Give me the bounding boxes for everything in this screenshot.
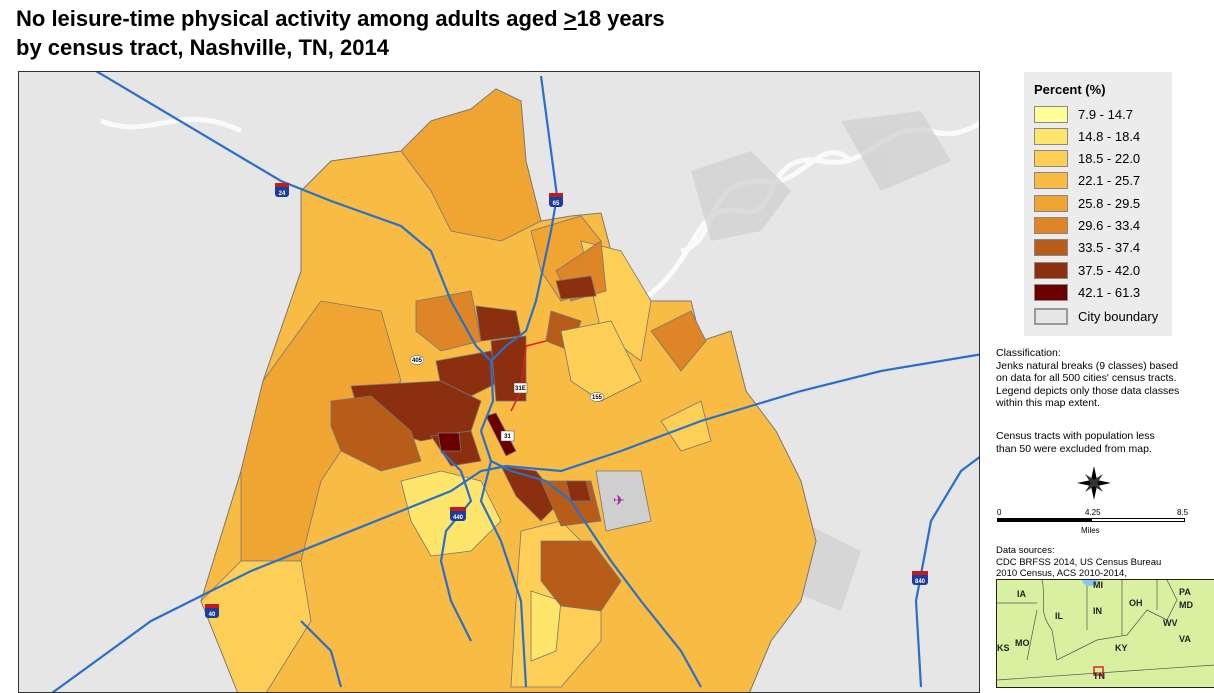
state-label: MO — [1015, 638, 1030, 648]
legend-label: 42.1 - 61.3 — [1078, 284, 1141, 300]
state-label: KY — [1115, 643, 1128, 653]
choropleth-map[interactable]: 24 65 40 440 840 405 31E 31 155 ✈ — [18, 71, 980, 693]
state-label: VA — [1179, 634, 1191, 644]
legend-swatch — [1034, 217, 1068, 234]
legend-label: 25.8 - 29.5 — [1078, 195, 1141, 211]
scale-bar-black — [997, 518, 1091, 522]
legend-label: 14.8 - 18.4 — [1078, 128, 1141, 144]
svg-text:405: 405 — [412, 358, 423, 364]
svg-text:65: 65 — [553, 201, 560, 207]
state-borders — [997, 580, 1214, 681]
note-line: Classification: — [996, 347, 1061, 359]
legend-swatch — [1034, 127, 1068, 145]
scale-tick: 8.5 — [1177, 508, 1189, 517]
state-label: PA — [1179, 587, 1191, 597]
note-line: Data sources: — [996, 545, 1055, 556]
note-line: 2010 Census, ACS 2010-2014, — [996, 568, 1127, 579]
state-label: MD — [1179, 600, 1193, 610]
airport-icon: ✈ — [613, 492, 625, 508]
legend-class-1: 7.9 - 14.7 — [1034, 104, 1133, 124]
interstate-lines — [51, 72, 979, 692]
title-line1-end: 18 years — [576, 6, 665, 31]
state-label: OH — [1129, 598, 1143, 608]
legend-class-8: 37.5 - 42.0 — [1034, 260, 1140, 280]
scale-tick: 0 — [997, 508, 1002, 517]
legend-class-2: 14.8 - 18.4 — [1034, 126, 1140, 146]
legend-swatch — [1034, 283, 1068, 301]
classification-note: Classification: Jenks natural breaks (9 … — [996, 347, 1179, 410]
legend-label: 7.9 - 14.7 — [1078, 106, 1133, 122]
i24-shield: 24 — [275, 183, 289, 197]
legend-label: 33.5 - 37.4 — [1078, 240, 1141, 256]
title-line1: No leisure-time physical activity among … — [16, 6, 564, 31]
legend-class-3: 18.5 - 22.0 — [1034, 149, 1140, 169]
scale-unit: Miles — [1081, 526, 1100, 535]
legend-swatch — [1034, 105, 1068, 123]
map-legend: Percent (%) 7.9 - 14.7 14.8 - 18.4 18.5 - … — [1024, 72, 1172, 336]
ge-symbol: > — [563, 6, 577, 31]
note-line: within this map extent. — [996, 397, 1100, 409]
note-line: than 50 were excluded from map. — [996, 442, 1152, 455]
map-title: No leisure-time physical activity among … — [16, 4, 665, 62]
locator-inset-map: IA MI PA OH MD IL IN WV KS MO KY VA TN — [996, 579, 1214, 688]
state-label: KS — [997, 643, 1010, 653]
legend-swatch — [1034, 239, 1068, 257]
exclusion-note: Census tracts with population less than … — [996, 430, 1155, 455]
legend-class-6: 29.6 - 33.4 — [1034, 216, 1140, 236]
legend-swatch — [1034, 150, 1068, 168]
route155-shield: 155 — [589, 392, 605, 402]
state-label: IL — [1055, 611, 1063, 621]
legend-label: 37.5 - 42.0 — [1078, 262, 1141, 278]
legend-label: 22.1 - 25.7 — [1078, 173, 1141, 189]
us31-shield: 31 — [500, 430, 515, 442]
i40-shield: 40 — [205, 604, 219, 618]
legend-swatch — [1034, 261, 1068, 279]
i440-shield: 440 — [450, 507, 466, 521]
legend-class-4: 22.1 - 25.7 — [1034, 171, 1140, 191]
nashville-locator-marker — [1093, 666, 1104, 676]
legend-city-boundary: City boundary — [1034, 306, 1158, 326]
note-line: CDC BRFSS 2014, US Census Bureau — [996, 556, 1162, 568]
legend-label: 29.6 - 33.4 — [1078, 218, 1141, 233]
svg-text:40: 40 — [209, 612, 216, 618]
us31e-shield: 31E — [513, 382, 528, 394]
data-sources: Data sources: CDC BRFSS 2014, US Census … — [996, 545, 1161, 580]
svg-text:440: 440 — [453, 515, 464, 521]
title-line2: by census tract, Nashville, TN, 2014 — [16, 35, 389, 60]
city-boundary-line — [510, 340, 547, 412]
note-line: Census tracts with population less — [996, 430, 1155, 442]
legend-class-7: 33.5 - 37.4 — [1034, 238, 1140, 258]
scale-tick: 4.25 — [1085, 508, 1101, 517]
compass-rose-icon — [1077, 466, 1111, 500]
svg-text:31E: 31E — [515, 386, 526, 392]
route405-shield: 405 — [409, 355, 425, 365]
note-line: on data for all 500 cities' census tract… — [996, 372, 1177, 384]
note-line: Jenks natural breaks (9 classes) based — [996, 359, 1179, 372]
scale-bar: 0 4.25 8.5 Miles — [997, 508, 1189, 538]
legend-heading: Percent (%) — [1034, 82, 1106, 97]
i840-shield: 840 — [912, 571, 928, 585]
svg-text:24: 24 — [279, 191, 286, 197]
state-label: WV — [1163, 618, 1178, 628]
state-label: MI — [1093, 580, 1103, 590]
legend-swatch — [1034, 172, 1068, 190]
legend-class-9: 42.1 - 61.3 — [1034, 282, 1140, 302]
svg-text:840: 840 — [915, 579, 926, 585]
boundary-label: City boundary — [1078, 308, 1159, 324]
highway-shields: 24 65 40 440 840 405 31E 31 155 — [205, 183, 928, 618]
state-label: IN — [1093, 606, 1102, 616]
legend-class-5: 25.8 - 29.5 — [1034, 193, 1140, 213]
state-label: TN — [1093, 671, 1105, 681]
legend-swatch — [1034, 194, 1068, 212]
boundary-swatch — [1034, 307, 1068, 325]
svg-text:155: 155 — [592, 395, 603, 401]
state-label: IA — [1017, 589, 1026, 599]
svg-text:31: 31 — [504, 434, 511, 440]
legend-label: 18.5 - 22.0 — [1078, 151, 1141, 167]
scale-bar-white — [1091, 518, 1185, 522]
i65-shield: 65 — [549, 193, 563, 207]
note-line: Legend depicts only those data classes — [996, 384, 1180, 397]
